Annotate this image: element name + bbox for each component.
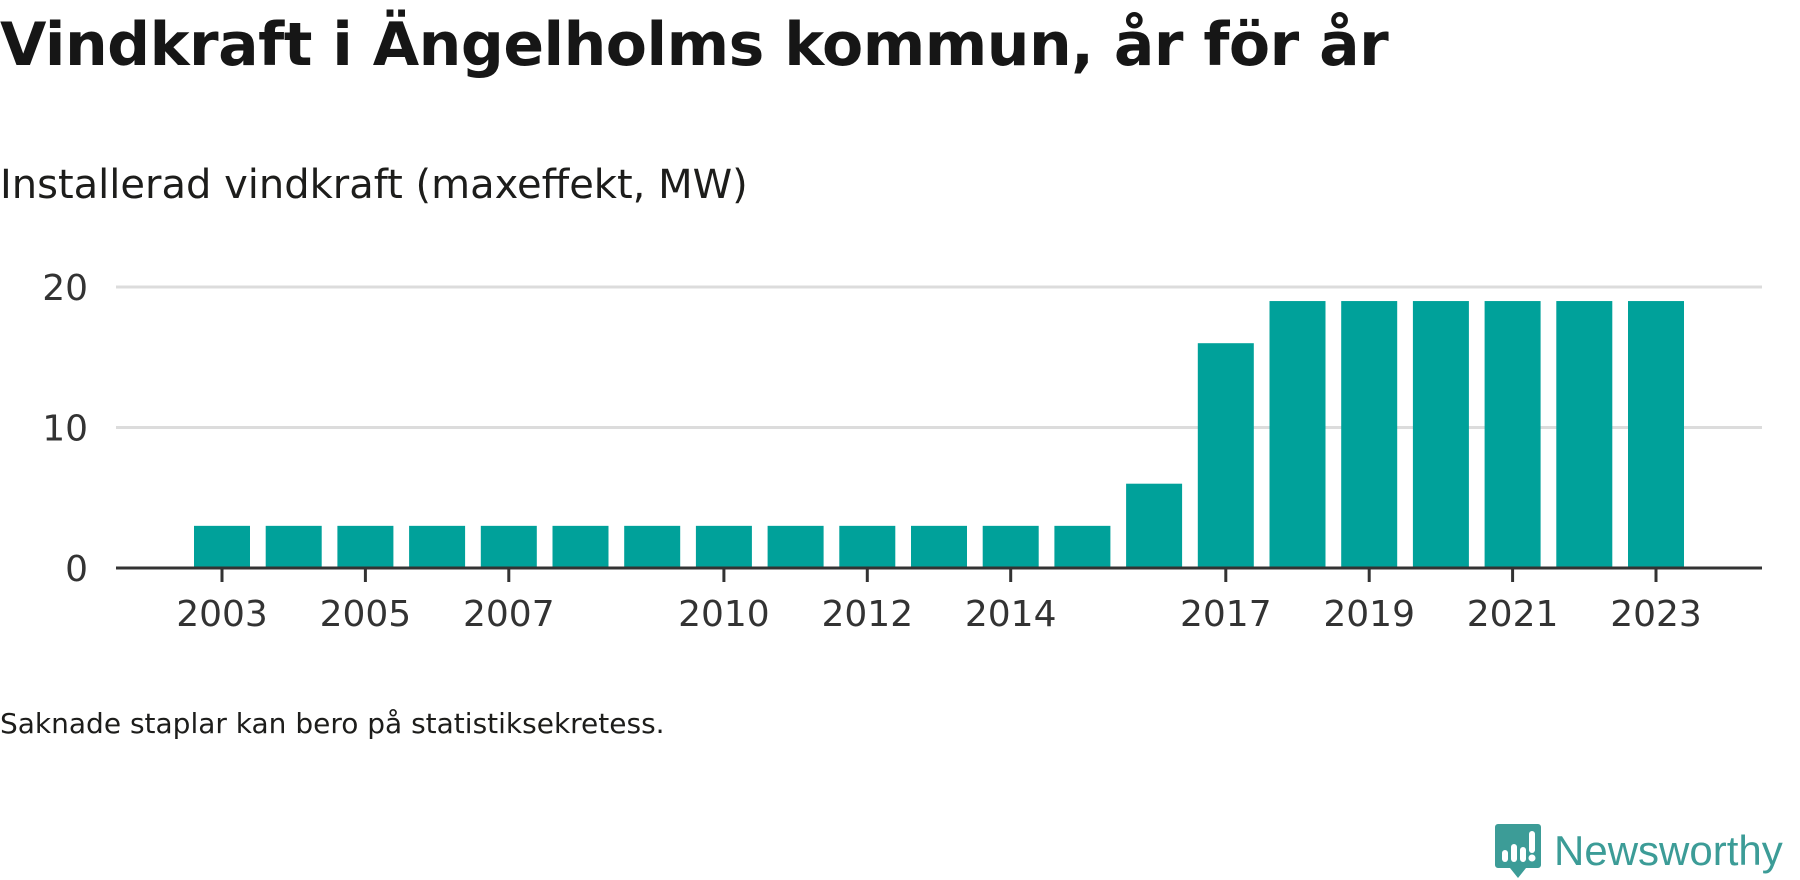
y-axis-ticks: 0 10 20 — [42, 268, 88, 590]
x-tick-label-2021: 2021 — [1467, 594, 1559, 635]
bar-2010 — [695, 525, 752, 568]
x-tick-label-2023: 2023 — [1610, 594, 1702, 635]
newsworthy-logo: Newsworthy — [1494, 822, 1783, 880]
bar-2012 — [839, 525, 896, 568]
newsworthy-logo-text: Newsworthy — [1554, 827, 1783, 874]
bar-2016 — [1126, 483, 1183, 568]
bar-2018 — [1269, 301, 1326, 568]
x-tick-label-2019: 2019 — [1323, 594, 1415, 635]
bars — [194, 301, 1684, 568]
x-tick-label-2012: 2012 — [821, 594, 913, 635]
bar-2004 — [265, 525, 322, 568]
bar-2019 — [1341, 301, 1398, 568]
y-tick-label-0: 0 — [65, 549, 88, 590]
bar-2017 — [1197, 343, 1254, 568]
bar-2007 — [480, 525, 537, 568]
chart-subtitle: Installerad vindkraft (maxeffekt, MW) — [0, 162, 748, 208]
y-tick-label-10: 10 — [42, 409, 88, 450]
x-axis-ticks: 2003 2005 2007 2010 2012 2014 2017 2019 2021 2023 — [176, 568, 1702, 635]
bar-2011 — [767, 525, 824, 568]
bar-2014 — [982, 525, 1039, 568]
chart-title: Vindkraft i Ängelholms kommun, år för år — [0, 10, 1389, 80]
bar-2013 — [911, 525, 967, 568]
x-tick-label-2014: 2014 — [965, 594, 1057, 635]
x-tick-label-2005: 2005 — [320, 594, 412, 635]
footnote: Saknade staplar kan bero på statistiksek… — [0, 707, 665, 740]
bar-2009 — [624, 525, 681, 568]
y-tick-label-20: 20 — [42, 268, 88, 309]
bar-2006 — [409, 525, 466, 568]
bar-2020 — [1412, 301, 1469, 568]
bar-2015 — [1054, 525, 1111, 568]
bar-2023 — [1628, 301, 1684, 568]
newsworthy-logo-icon — [1495, 824, 1541, 878]
x-tick-label-2003: 2003 — [176, 594, 268, 635]
bar-2008 — [552, 525, 609, 568]
bar-2022 — [1556, 301, 1613, 568]
x-tick-label-2010: 2010 — [678, 594, 770, 635]
bar-2003 — [194, 525, 250, 568]
bar-2005 — [337, 525, 394, 568]
x-tick-label-2017: 2017 — [1180, 594, 1272, 635]
bar-2021 — [1484, 301, 1541, 568]
x-tick-label-2007: 2007 — [463, 594, 555, 635]
